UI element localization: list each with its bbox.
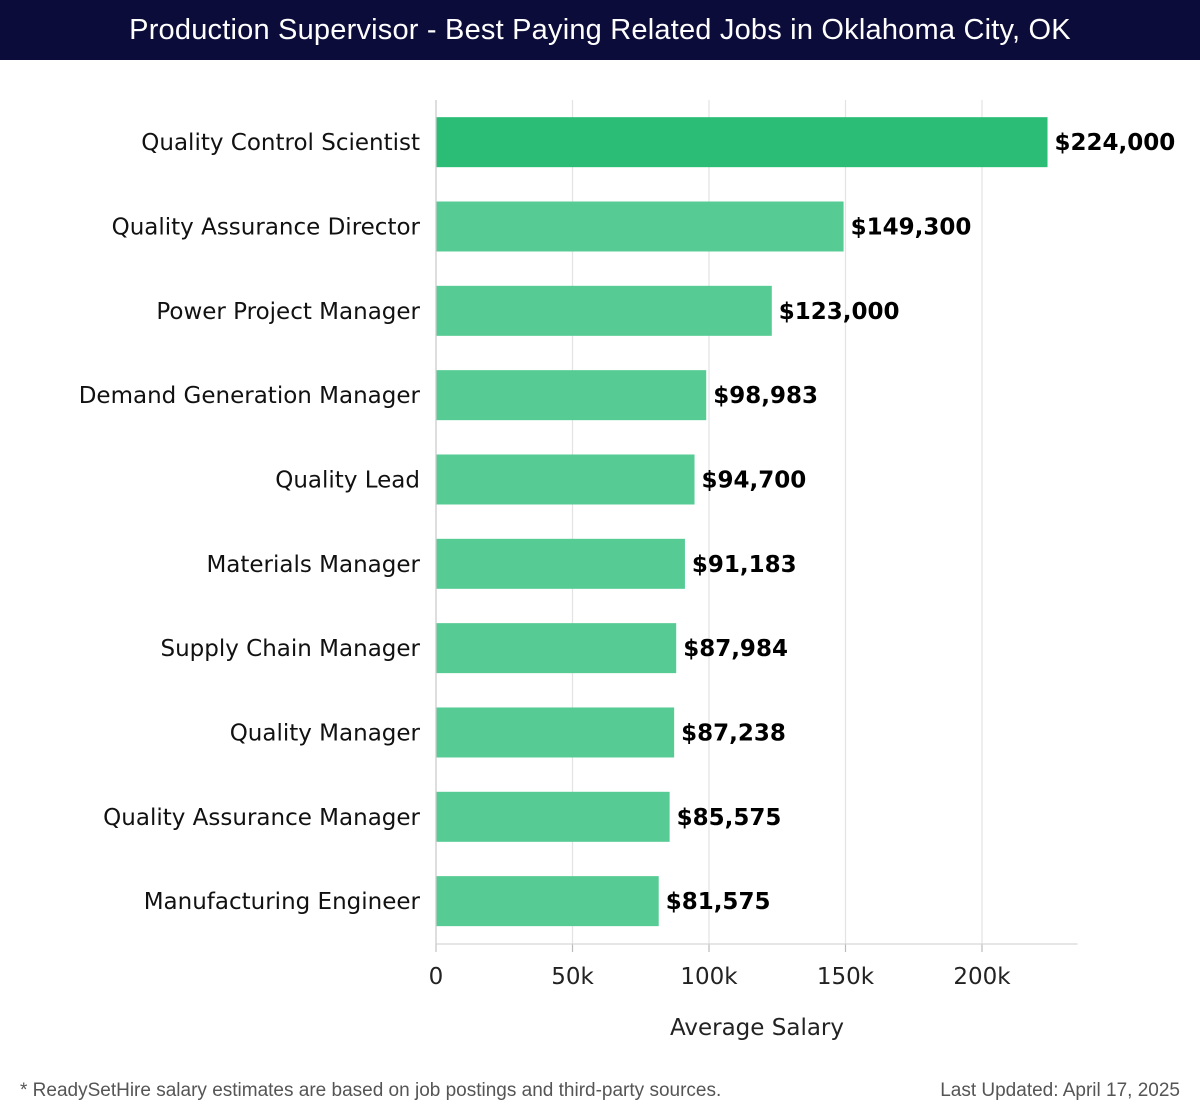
bars <box>436 117 1048 927</box>
category-label: Quality Control Scientist <box>141 130 420 156</box>
value-label: $123,000 <box>779 299 900 325</box>
value-label: $87,238 <box>681 720 786 746</box>
bar <box>436 791 670 842</box>
category-label: Quality Assurance Director <box>112 214 421 240</box>
value-label: $91,183 <box>692 552 797 578</box>
value-label: $149,300 <box>851 214 972 240</box>
x-axis-label: Average Salary <box>670 1015 844 1041</box>
bar <box>436 538 685 589</box>
value-label: $87,984 <box>683 636 788 662</box>
x-tick-label: 0 <box>429 964 444 990</box>
title-bar: Production Supervisor - Best Paying Rela… <box>0 0 1200 60</box>
value-label: $94,700 <box>702 467 807 493</box>
category-label: Materials Manager <box>206 552 420 578</box>
category-label: Quality Manager <box>230 720 421 746</box>
value-label: $224,000 <box>1055 130 1176 156</box>
bar <box>436 707 675 758</box>
bar <box>436 117 1048 168</box>
category-label: Manufacturing Engineer <box>144 889 421 915</box>
bar <box>436 285 772 336</box>
bar-chart: Quality Control Scientist Quality Assuran… <box>79 100 1176 1041</box>
bar <box>436 454 695 505</box>
x-tick-label: 150k <box>817 964 875 990</box>
category-label: Supply Chain Manager <box>160 636 420 662</box>
value-label: $85,575 <box>677 805 782 831</box>
footer-note: * ReadySetHire salary estimates are base… <box>20 1080 722 1101</box>
category-label: Demand Generation Manager <box>79 383 421 409</box>
value-label: $81,575 <box>666 889 771 915</box>
category-label: Power Project Manager <box>156 299 420 325</box>
value-labels: $224,000 $149,300 $123,000 $98,983 $94,700 $9… <box>666 130 1176 915</box>
category-labels: Quality Control Scientist Quality Assuran… <box>79 130 421 915</box>
x-axis: 0 50k 100k 150k 200k <box>429 100 1078 990</box>
bar <box>436 370 707 421</box>
bar <box>436 201 844 252</box>
bar <box>436 876 659 927</box>
category-label: Quality Assurance Manager <box>103 805 420 831</box>
chart-title: Production Supervisor - Best Paying Rela… <box>129 13 1071 46</box>
x-tick-label: 100k <box>680 964 738 990</box>
bar <box>436 623 677 674</box>
value-label: $98,983 <box>713 383 818 409</box>
x-tick-label: 50k <box>551 964 594 990</box>
x-tick-label: 200k <box>953 964 1011 990</box>
category-label: Quality Lead <box>275 467 420 493</box>
last-updated: Last Updated: April 17, 2025 <box>940 1080 1180 1101</box>
